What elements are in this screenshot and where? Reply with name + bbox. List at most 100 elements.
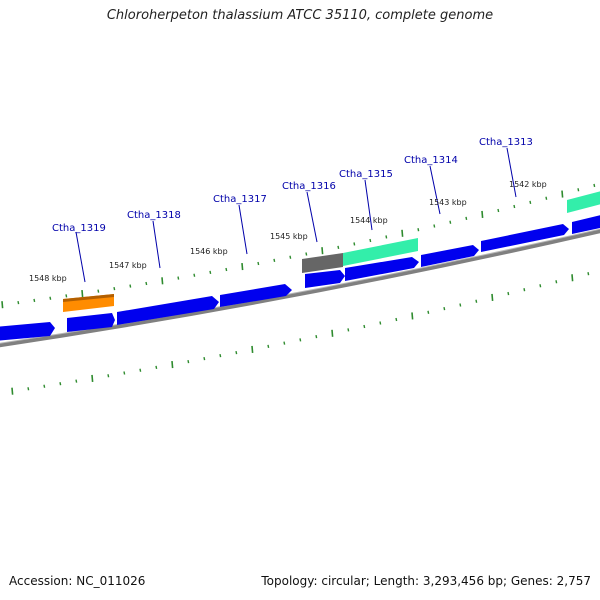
scale-tick [33,298,36,303]
scale-tick [139,368,142,372]
scale-tick [379,321,382,325]
scale-tick [523,288,526,292]
scale-tick [337,245,340,249]
outer-tick-track [1,183,596,309]
scale-tick [283,341,286,345]
cds-arrow[interactable] [572,214,600,234]
scale-tick [225,267,228,272]
scale-tick [459,303,462,307]
scale-tick [273,258,276,263]
cds-arrow[interactable] [0,322,55,341]
cds-arrow[interactable] [481,224,569,252]
scale-tick [497,208,500,213]
scale-tick [209,270,212,275]
gray-feature[interactable] [302,253,343,273]
teal-feature[interactable] [343,238,418,266]
gene-label[interactable]: Ctha_1315 [339,169,393,180]
genome-title: Chloroherpeton thalassium ATCC 35110, co… [106,8,494,23]
scale-tick [571,274,574,282]
rna-feature-top [63,294,114,302]
label-leader [152,220,161,269]
scale-tick [81,289,84,298]
cds-arrow[interactable] [421,245,479,267]
scale-tick [539,284,542,288]
label-leader [429,165,441,215]
scale-tick [417,228,420,232]
genome-backbone-highlight [0,228,600,344]
scale-tick [385,235,388,239]
teal-feature[interactable] [567,190,600,213]
scale-tick [363,324,366,329]
scale-tick [395,317,398,322]
scale-tick [513,204,516,209]
scale-tick [561,190,564,198]
scale-tick [107,374,110,378]
scale-tick [577,188,580,192]
scale-tick [593,183,596,188]
genome-backbone [0,229,600,348]
scale-tick [475,299,478,303]
scale-tick [433,224,436,228]
scale-tick [251,345,254,354]
scale-tick [587,272,590,276]
cds-arrow[interactable] [305,270,345,288]
gene-label[interactable]: Ctha_1316 [282,181,336,192]
gene-label[interactable]: Ctha_1318 [127,210,181,221]
scale-tick [289,255,292,259]
cds-arrow[interactable] [345,257,419,281]
scale-tick [507,291,510,296]
label-leader [238,204,248,255]
scale-tick [219,354,222,358]
scale-tick [331,329,334,337]
scale-tick [555,280,558,284]
scale-tick [443,307,446,311]
label-leader [75,231,86,283]
scale-tick [315,334,318,339]
scale-tick [49,296,52,300]
scale-tick [267,344,270,348]
position-label: 1548 kbp [29,274,67,283]
topology-label: Topology: circular; Length: 3,293,456 bp… [261,574,591,588]
accession-label: Accession: NC_011026 [9,574,146,588]
scale-tick [171,360,174,369]
position-label: 1547 kbp [109,261,147,270]
cds-arrow[interactable] [117,296,219,325]
label-leader [364,179,373,231]
gene-label[interactable]: Ctha_1319 [52,223,106,234]
gene-label[interactable]: Ctha_1314 [404,155,458,166]
scale-tick [529,200,532,205]
position-label: 1542 kbp [509,180,547,189]
scale-tick [321,247,324,255]
scale-tick [113,286,116,291]
gene-label[interactable]: Ctha_1313 [479,137,533,148]
scale-tick [347,328,350,332]
scale-tick [353,242,356,246]
position-label: 1545 kbp [270,232,308,241]
label-leader [306,191,318,243]
scale-tick [129,284,132,288]
scale-tick [305,252,308,256]
scale-tick [145,281,148,286]
scale-tick [91,374,94,383]
scale-tick [491,293,494,301]
scale-tick [465,216,468,220]
cds-arrow[interactable] [67,313,115,332]
scale-tick [427,310,430,314]
scale-tick [449,220,452,224]
scale-tick [27,387,30,391]
scale-tick [43,384,46,388]
cds-arrow[interactable] [220,284,292,307]
position-label: 1546 kbp [190,247,228,256]
label-leader [506,147,517,198]
scale-tick [1,301,4,309]
scale-tick [65,294,68,298]
scale-tick [401,229,404,237]
inner-tick-track [11,272,590,395]
gene-label[interactable]: Ctha_1317 [213,194,267,205]
scale-tick [241,262,244,271]
scale-tick [75,379,78,383]
scale-tick [411,312,414,320]
scale-tick [161,277,164,285]
scale-tick [481,210,484,219]
